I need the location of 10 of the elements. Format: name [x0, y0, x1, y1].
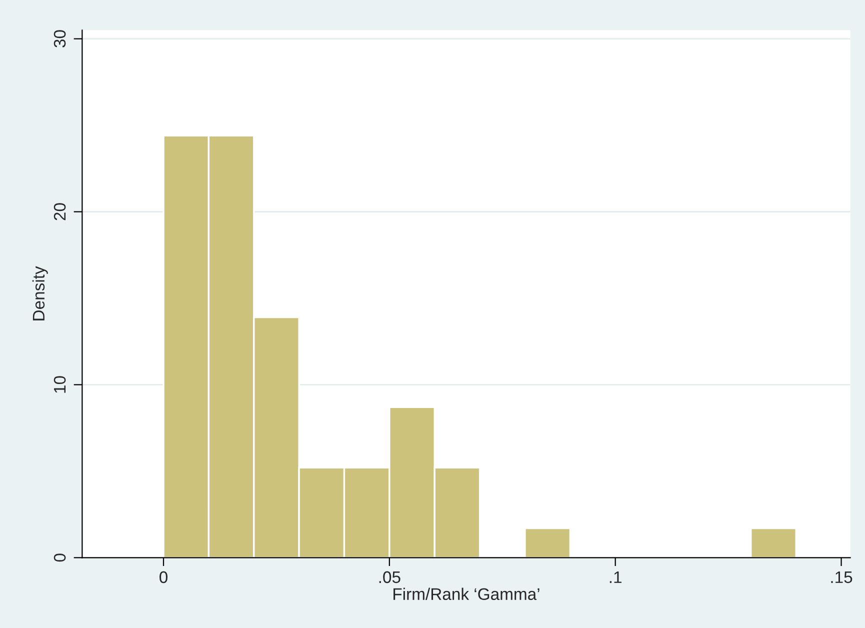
x-tick-label: .05 — [379, 571, 400, 584]
x-axis-title: Firm/Rank ‘Gamma’ — [394, 588, 540, 600]
y-axis-title: Density — [32, 266, 48, 320]
y-tick-label: 10 — [54, 376, 66, 393]
y-tick-label: 30 — [54, 30, 66, 48]
y-tick-label: 20 — [54, 203, 66, 220]
x-tick-label: .1 — [610, 571, 622, 583]
y-tick-label: 0 — [54, 554, 66, 562]
x-tick-label: 0 — [160, 571, 168, 584]
x-tick-label: .15 — [831, 571, 852, 584]
